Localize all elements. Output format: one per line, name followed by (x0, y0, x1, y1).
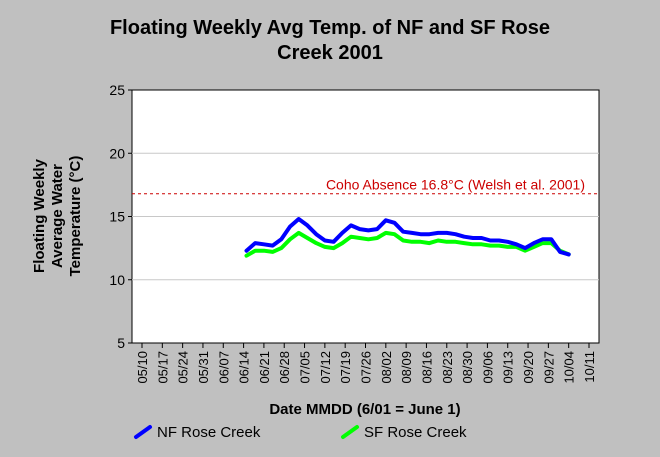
x-tick-label: 07/12 (318, 351, 333, 384)
x-tick-label: 06/07 (216, 351, 231, 384)
x-tick-label: 05/17 (155, 351, 170, 384)
x-tick-label: 05/31 (196, 351, 211, 384)
x-tick-label: 08/23 (440, 351, 455, 384)
x-axis: 05/10 05/17 05/24 05/31 06/07 06/14 06/21 06/28… (135, 343, 597, 384)
x-tick-label: 08/16 (419, 351, 434, 384)
grid-lines (132, 152, 599, 281)
y-axis-title: Floating WeeklyAverage WaterTemperature … (31, 156, 84, 277)
x-axis-title: Date MMDD (6/01 = June 1) (269, 401, 460, 418)
x-tick-label: 07/19 (338, 351, 353, 384)
series-layer (244, 217, 571, 258)
y-axis-title-line: Temperature (°C) (67, 156, 84, 277)
x-tick-label: 10/04 (562, 351, 577, 384)
x-tick-label: 06/28 (277, 351, 292, 384)
legend-swatch (341, 425, 359, 439)
x-tick-label: 08/09 (399, 351, 414, 384)
series-line-nf-rose-creek (244, 217, 571, 257)
y-tick-label: 20 (109, 145, 125, 161)
legend: NF Rose Creek SF Rose Creek (134, 424, 467, 441)
x-tick-label: 06/21 (257, 351, 272, 384)
reference-line-group: Coho Absence 16.8°C (Welsh et al. 2001) (132, 177, 599, 195)
x-tick-label: 05/10 (135, 351, 150, 384)
x-tick-label: 09/27 (541, 351, 556, 384)
x-tick-label: 08/30 (460, 351, 475, 384)
y-axis-title-line: Average Water (49, 164, 66, 268)
x-tick-label: 09/20 (521, 351, 536, 384)
x-tick-label: 05/24 (176, 351, 191, 384)
y-tick-label: 15 (109, 209, 125, 225)
legend-swatch (134, 425, 152, 439)
y-tick-label: 10 (109, 272, 125, 288)
x-tick-label: 08/02 (379, 351, 394, 384)
coho-absence-label: Coho Absence 16.8°C (Welsh et al. 2001) (326, 177, 585, 193)
legend-label: NF Rose Creek (157, 424, 261, 441)
x-tick-label: 09/06 (480, 351, 495, 384)
x-tick-label: 10/11 (582, 351, 597, 383)
series-line-sf-rose-creek (244, 230, 571, 258)
y-tick-label: 5 (117, 335, 125, 351)
chart-title: Floating Weekly Avg Temp. of NF and SF R… (109, 17, 551, 64)
x-tick-label: 07/26 (359, 351, 374, 384)
x-tick-label: 09/13 (501, 351, 516, 384)
legend-label: SF Rose Creek (364, 424, 467, 441)
x-tick-label: 06/14 (237, 351, 252, 384)
y-axis: 5 10 15 20 25 (109, 82, 132, 351)
y-axis-title-line: Floating Weekly (31, 158, 48, 273)
x-tick-label: 07/05 (298, 351, 313, 384)
y-tick-label: 25 (109, 82, 125, 98)
